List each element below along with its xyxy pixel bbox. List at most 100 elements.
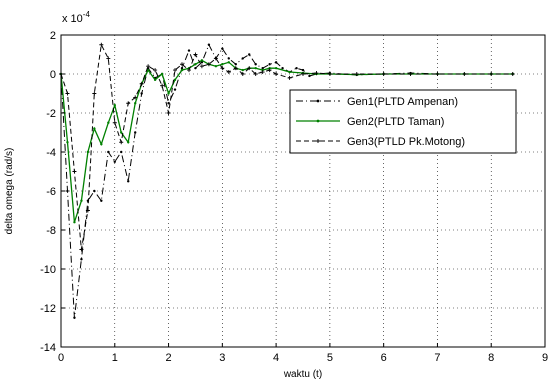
series-line-3 [60,43,513,250]
series-3-point [327,72,332,76]
series-3-point [65,91,70,96]
series-3-point [435,72,440,76]
series-2-point [274,66,278,70]
series-2-point [73,221,76,224]
series-3-point [173,68,178,73]
series-3-point [126,101,131,106]
series-2-point [66,141,69,144]
series-2-point [113,104,116,107]
y-tick-label: 0 [50,69,56,81]
series-1-point [100,199,103,202]
series-3-point [489,72,494,76]
x-tick-label: 6 [381,352,387,364]
series-3-point [160,83,165,88]
series-1-point [295,66,298,70]
y-tick-label: -10 [40,264,56,276]
series-3-point [186,68,191,73]
series-1-point [281,66,284,70]
y-multiplier: x 10-4 [62,10,90,25]
series-1-point [66,189,69,193]
series-3-point [213,56,218,61]
series-1-point [93,189,96,193]
series-3-point [133,95,138,100]
series-3-point [99,42,104,47]
series-3-point [153,68,158,73]
series-3-point [260,70,265,75]
x-tick-label: 4 [273,352,279,364]
y-tick-label: -12 [40,303,56,315]
series-1-point [187,49,191,52]
y-tick-label: 2 [50,30,56,42]
y-tick-label: -8 [46,225,56,237]
series-3-point [408,72,413,76]
legend-label-2: Gen2(PLTD Taman) [347,116,444,128]
series-3-point [462,72,467,76]
series-3-point [119,140,124,145]
series-1-point [127,180,130,183]
series-1-point [113,160,116,163]
series-1-point [254,63,257,66]
series-3-point [146,64,151,69]
series-3-point [226,70,231,75]
series-2-point [167,92,170,95]
series-3-point [274,72,279,76]
x-tick-label: 3 [219,352,225,364]
series-3-point [72,169,77,174]
series-2-point [194,63,197,66]
series-3-point [112,120,117,125]
series-2-point [160,72,164,76]
series-1-point [301,68,305,72]
series-3-point [247,66,252,71]
series-3-point [354,72,359,76]
y-tick-label: -14 [40,342,56,354]
series-3-point [166,111,171,115]
series-1-point [207,43,211,46]
legend-label-3: Gen3(PTLD Pk.Motong) [347,136,465,148]
x-tick-label: 2 [165,352,171,364]
x-tick-label: 0 [58,352,64,364]
series-group [59,42,515,319]
series-1-point [194,66,197,70]
series-1-point [308,74,311,78]
x-tick-label: 7 [434,352,440,364]
series-3-point [79,247,84,252]
grid [61,35,545,347]
series-1-point [180,66,184,70]
series-1-point [73,316,76,319]
series-1-point [120,150,123,154]
y-tick-label: -4 [46,147,56,159]
series-1-point [140,92,143,95]
series-2-point [93,127,96,130]
series-2-point [153,78,157,82]
series-1-point [261,66,264,70]
series-1-point [80,258,83,261]
series-1-point [234,63,237,66]
series-3-point [206,62,211,67]
series-2-point [107,121,110,124]
series-2-point [214,65,218,68]
series-2-point [86,150,90,154]
x-tick-label: 1 [112,352,118,364]
series-3-point [381,72,386,76]
x-tick-label: 8 [488,352,494,364]
series-1-point [167,102,170,105]
series-3-point [139,81,144,86]
series-2-point [227,61,230,64]
series-1-point [173,88,177,91]
series-1-point [221,47,224,50]
legend-marker-3 [316,139,320,143]
series-2-point [127,141,130,144]
series-3-point [106,56,111,61]
x-tick-label: 9 [542,352,548,364]
series-3-point [220,66,225,71]
series-2-point [241,68,244,72]
legend: Gen1(PLTD Ampenan) Gen2(PLTD Taman) Gen3(P… [289,89,517,154]
series-3-point [85,208,90,213]
series-1-point [134,131,137,134]
series-3-point [301,72,305,76]
series-3-point [287,75,292,80]
series-2-point [180,68,184,72]
series-2-point [120,131,123,134]
series-3-point [92,91,97,96]
y-tick-label: -6 [46,186,56,198]
